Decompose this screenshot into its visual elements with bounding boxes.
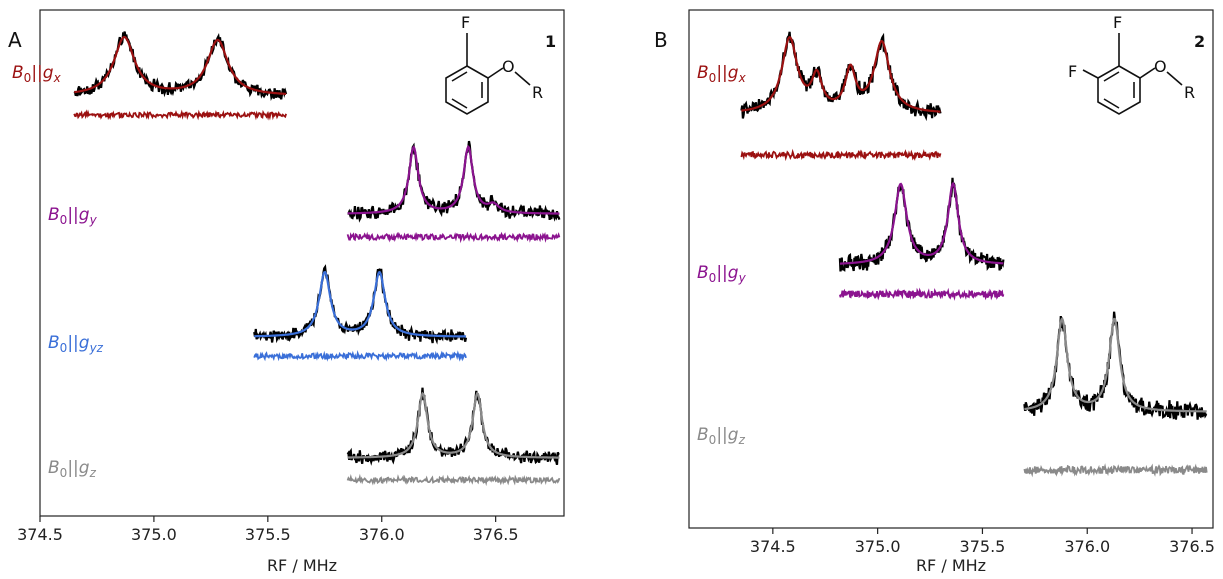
- o-r-bond: [514, 71, 531, 86]
- panel-b-molecule: [1082, 33, 1183, 115]
- panel-a-x-residual-trace: [73, 109, 287, 121]
- panel-a-molecule: [445, 33, 531, 115]
- panel-b-x-tick-label: 375.0: [855, 537, 901, 556]
- panel-a-atom-f: F: [461, 13, 470, 32]
- panel-b-label-gz: B0||gz: [697, 425, 746, 447]
- c-o-bond: [1139, 67, 1156, 79]
- ring-double-bond-3: [1103, 98, 1120, 109]
- panel-a-x-tick-label: 376.5: [473, 525, 519, 544]
- panel-b-label-gx: B0||gx: [697, 63, 747, 85]
- panel-letter-a: A: [8, 28, 22, 52]
- panel-b-y-residual-trace: [839, 287, 1005, 301]
- c-o-bond: [487, 67, 504, 79]
- panel-b-compound-number: 2: [1194, 32, 1205, 51]
- c-f-bond-left: [1082, 69, 1099, 79]
- panel-a-yz-fit-trace: [254, 270, 467, 338]
- panel-a-atom-r: R: [532, 83, 543, 102]
- panel-b-x-fit-trace: [741, 35, 941, 113]
- panel-b-x-tick-label: 374.5: [750, 537, 796, 556]
- panel-a-y-residual-trace: [346, 231, 561, 244]
- panel-b-x-axis: 374.5 375.0 375.5 376.0 376.5: [750, 528, 1215, 556]
- panel-b-x-tick-label: 376.5: [1169, 537, 1215, 556]
- panel-a-x-tick-label: 374.5: [17, 525, 63, 544]
- panel-a-atom-o: O: [502, 57, 515, 76]
- panel-b-atom-o: O: [1154, 57, 1167, 76]
- panel-a-label-gz: B0||gz: [48, 458, 97, 480]
- panel-a-yz-residual-trace: [253, 349, 467, 362]
- ring-double-bond-1: [451, 71, 468, 82]
- panel-a-yz-experimental-trace: [253, 264, 468, 345]
- ring-double-bond-1: [1103, 71, 1120, 82]
- panel-b-x-tick-label: 376.0: [1064, 537, 1110, 556]
- o-r-bond: [1166, 71, 1183, 86]
- panel-a-x-tick-label: 375.5: [245, 525, 291, 544]
- panel-b-z-residual-trace: [1023, 463, 1208, 478]
- panel-b-frame: [688, 9, 1214, 529]
- panel-a-x-tick-label: 376.0: [359, 525, 405, 544]
- ring-double-bond-3: [451, 98, 468, 109]
- panel-a-z-residual-trace: [346, 473, 561, 487]
- panel-a-label-gy: B0||gy: [48, 205, 98, 227]
- panel-a-x-tick-label: 375.0: [131, 525, 177, 544]
- panel-b-x-tick-label: 375.5: [960, 537, 1006, 556]
- panel-a-frame: [39, 9, 565, 517]
- panel-b-traces: [740, 31, 1208, 478]
- panel-letter-b: B: [654, 28, 668, 52]
- panel-b-z-fit-trace: [1024, 316, 1207, 413]
- panel-a-x-axis: 374.5 375.0 375.5 376.0 376.5: [17, 516, 519, 544]
- panel-a-compound-number: 1: [545, 32, 556, 51]
- panel-b-y-fit-trace: [839, 181, 1004, 265]
- panel-a-x-fit-trace: [74, 35, 287, 95]
- panel-b-xlabel: RF / MHz: [916, 556, 986, 575]
- panel-b-atom-f-top: F: [1113, 13, 1122, 32]
- panel-b-x-residual-trace: [740, 148, 942, 162]
- panel-a-y-fit-trace: [347, 144, 560, 215]
- panel-a-y-experimental-trace: [347, 140, 561, 223]
- panel-b-atom-f-left: F: [1068, 62, 1077, 81]
- panel-a-label-gyz: B0||gyz: [48, 333, 104, 355]
- panel-a-traces: [73, 31, 561, 487]
- panel-b-label-gy: B0||gy: [697, 263, 747, 285]
- panel-a-z-fit-trace: [347, 391, 560, 459]
- panel-a-xlabel: RF / MHz: [267, 556, 337, 575]
- panel-b-atom-r: R: [1184, 83, 1195, 102]
- panel-b-y-experimental-trace: [838, 177, 1005, 272]
- panel-a-label-gx: B0||gx: [12, 63, 62, 85]
